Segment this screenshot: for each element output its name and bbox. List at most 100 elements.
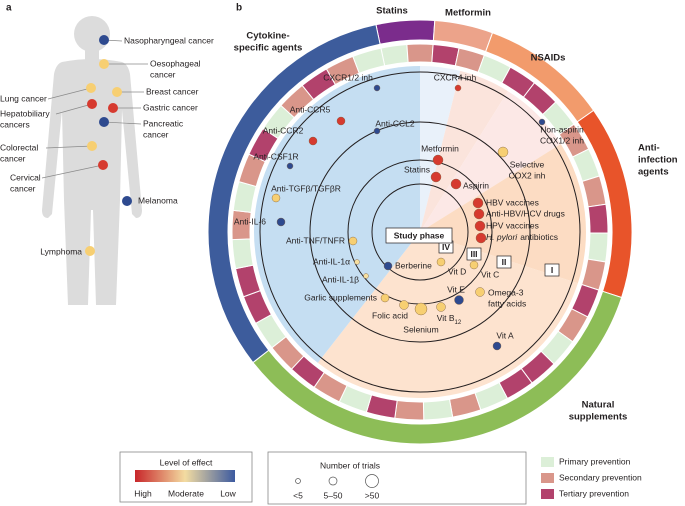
effect-gradient bbox=[135, 470, 235, 482]
agent-label: Anti-IL-6 bbox=[234, 216, 266, 226]
agent-label: Berberine bbox=[395, 260, 432, 270]
agent-label-italic: H. pylori bbox=[486, 232, 518, 242]
class-label: Statins bbox=[376, 6, 408, 17]
agent-label: Anti-CSF1R bbox=[253, 151, 298, 161]
panel-label: b bbox=[236, 3, 242, 14]
agent-label: CXCR1/2 inh bbox=[323, 72, 373, 82]
prevention-cell bbox=[235, 264, 262, 298]
prevention-cell bbox=[587, 232, 609, 263]
agent-dot bbox=[475, 287, 485, 297]
agent-label: Vit E bbox=[447, 284, 465, 294]
cancer-dot bbox=[85, 246, 95, 256]
torso-limbs bbox=[42, 59, 142, 305]
prevention-cell bbox=[380, 43, 409, 67]
cancer-label: cancer bbox=[143, 129, 169, 139]
sector-wedge bbox=[420, 144, 586, 284]
legend-title: Level of effect bbox=[160, 457, 213, 467]
prevention-cell bbox=[365, 394, 398, 419]
cancer-dot bbox=[99, 35, 109, 45]
class-label: specific agents bbox=[234, 43, 303, 54]
cancer-label: cancer bbox=[10, 183, 36, 193]
leader-line bbox=[47, 87, 92, 100]
legend-box bbox=[267, 451, 527, 505]
prevention-cell bbox=[394, 399, 425, 421]
agent-dot bbox=[497, 146, 509, 158]
cancer-dot bbox=[99, 117, 109, 127]
agent-dot bbox=[383, 261, 393, 271]
agent-dot bbox=[271, 193, 281, 203]
cancer-label: Hepatobiliary bbox=[0, 108, 50, 118]
phase-box bbox=[544, 263, 560, 277]
center-box bbox=[385, 227, 453, 244]
phase-box bbox=[466, 247, 482, 261]
cancer-label: Melanoma bbox=[138, 195, 178, 205]
leader-line bbox=[103, 121, 142, 125]
prevention-cell bbox=[448, 392, 482, 418]
human-silhouette bbox=[42, 16, 142, 305]
class-label: Cytokine- bbox=[246, 31, 289, 42]
prevention-cell bbox=[352, 47, 386, 74]
agent-label: Vit B12 bbox=[437, 313, 462, 325]
effect-label: High bbox=[134, 488, 152, 498]
class-label: supplements bbox=[569, 412, 628, 423]
agent-dot bbox=[348, 236, 358, 246]
sector-wedge bbox=[420, 91, 561, 232]
cancer-label: Oesophageal bbox=[150, 58, 201, 68]
cancer-label: Breast cancer bbox=[146, 86, 199, 96]
legend-title: Number of trials bbox=[320, 460, 380, 470]
agent-label: Aspirin bbox=[463, 180, 489, 190]
class-label: agents bbox=[638, 167, 669, 178]
cancer-label: Nasopharyngeal cancer bbox=[124, 35, 214, 45]
agent-label: Statins bbox=[404, 164, 430, 174]
agent-label: Anti-CCR2 bbox=[263, 125, 304, 135]
agent-label: Omega-3 bbox=[488, 287, 524, 297]
cancer-dot bbox=[86, 83, 96, 93]
prevention-swatch bbox=[541, 457, 554, 467]
leader-line bbox=[45, 145, 93, 149]
agent-dot bbox=[473, 208, 485, 220]
sector-wedge bbox=[254, 66, 420, 363]
agent-dot bbox=[380, 293, 390, 303]
panel-a: Nasopharyngeal cancerOesophagealcancerLu… bbox=[0, 35, 214, 256]
phase-box bbox=[496, 255, 512, 269]
phase-label: III bbox=[470, 249, 477, 259]
cancer-label: Colorectal bbox=[0, 142, 38, 152]
class-label: infection bbox=[638, 155, 678, 166]
agent-label: Vit A bbox=[496, 330, 514, 340]
agent-dot bbox=[276, 217, 286, 227]
class-ring bbox=[375, 19, 436, 45]
class-label: Natural bbox=[582, 400, 615, 411]
agent-dot bbox=[432, 154, 444, 166]
agent-label: HPV vaccines bbox=[486, 220, 539, 230]
agent-label: Anti-TGFβ/TGFβR bbox=[271, 183, 341, 193]
agent-label: Selenium bbox=[403, 324, 438, 334]
prevention-cell bbox=[581, 175, 607, 208]
prevention-cell bbox=[431, 43, 460, 67]
agent-dot bbox=[454, 295, 464, 305]
sector-wedge bbox=[317, 232, 578, 398]
cancer-label: cancer bbox=[150, 69, 176, 79]
agent-dot bbox=[492, 341, 502, 351]
cancer-dot bbox=[87, 99, 97, 109]
agent-dot bbox=[336, 116, 346, 126]
prevention-label: Primary prevention bbox=[559, 456, 631, 466]
cancer-label: cancer bbox=[0, 153, 26, 163]
sector-wedge bbox=[420, 66, 461, 232]
phase-label: I bbox=[551, 265, 553, 275]
agent-dot bbox=[414, 302, 428, 316]
cancer-label: Lymphoma bbox=[40, 246, 82, 256]
cancer-dot bbox=[112, 87, 122, 97]
agent-label: Anti-IL-1β bbox=[322, 274, 359, 284]
class-label: Anti- bbox=[638, 143, 660, 154]
cancer-label: Pancreatic bbox=[143, 118, 184, 128]
panel-b: Statins Metformin NSAIDs Anti-infectionagen… bbox=[207, 6, 678, 445]
neck bbox=[85, 48, 99, 62]
agent-label-text: Vit B bbox=[437, 313, 455, 323]
leader-line bbox=[55, 103, 93, 115]
prevention-label: Secondary prevention bbox=[559, 472, 642, 482]
cancer-dot bbox=[87, 141, 97, 151]
phase-circle bbox=[259, 71, 581, 393]
legend: Level of effect Number of trials High Mod… bbox=[119, 451, 642, 505]
agent-label: fatty acids bbox=[488, 298, 526, 308]
